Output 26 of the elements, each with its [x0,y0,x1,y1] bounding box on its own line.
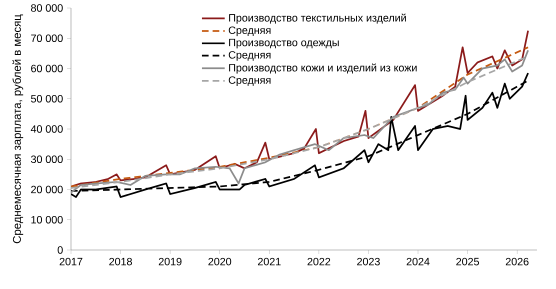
y-tick-label: 80 000 [31,4,63,12]
x-tick-label: 2026 [506,258,529,266]
y-tick-label: 0 [58,246,63,254]
x-tick-label: 2025 [456,258,479,266]
legend-label: Производство кожи и изделий из кожи [229,63,417,74]
legend-label: Производство одежды [229,38,339,48]
legend-label: Производство текстильных изделий [229,14,406,24]
x-tick-label: 2017 [60,258,82,266]
y-tick-label: 50 000 [30,94,63,103]
legend-label: Средняя [228,26,271,36]
y-axis-title: Среднемесячная зарплата, рублей в месяц [12,14,24,244]
legend-label: Средняя [228,51,271,61]
legend-label: Средняя [228,76,271,86]
x-tick-label: 2018 [109,258,132,266]
y-tick-label: 60 000 [31,64,63,72]
x-tick-label: 2024 [406,258,430,266]
x-tick-label: 2023 [357,258,380,266]
x-tick-label: 2019 [158,258,182,266]
y-tick-label: 10 000 [31,216,63,224]
x-tick-label: 2022 [308,258,330,266]
x-tick-label: 2021 [258,258,281,266]
y-tick-label: 30 000 [30,155,63,164]
x-tick-label: 2020 [208,258,232,266]
y-tick-label: 70 000 [31,34,63,42]
y-tick-label: 20 000 [31,186,63,194]
y-tick-label: 40 000 [30,125,63,133]
